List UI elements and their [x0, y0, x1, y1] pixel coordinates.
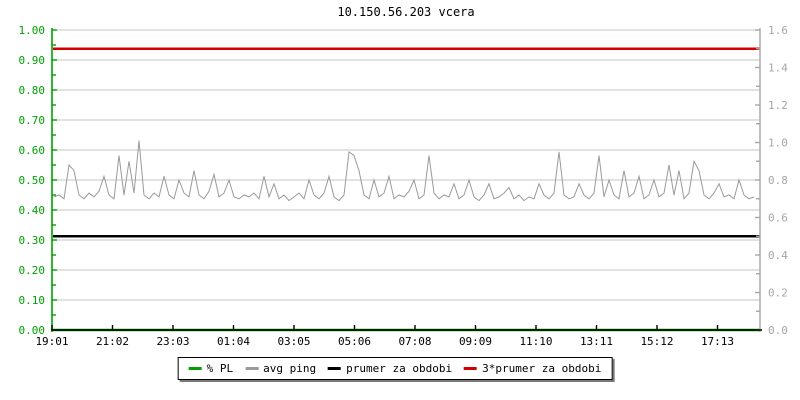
legend-label-prumer: prumer za obdobi: [346, 362, 453, 375]
right-axis-tick-label: 1.0: [768, 137, 788, 150]
x-axis-tick-label: 15:12: [640, 335, 673, 348]
three-prumer-line-swatch-icon: [464, 367, 478, 370]
right-axis-tick-label: 0.6: [768, 212, 788, 225]
left-axis-tick-label: 0.00: [19, 324, 46, 337]
right-axis-tick-label: 0.2: [768, 287, 788, 300]
chart-title: 10.150.56.203 vcera: [337, 5, 474, 19]
x-axis-tick-label: 21:02: [96, 335, 129, 348]
x-axis-tick-label: 03:05: [277, 335, 310, 348]
x-axis-tick-label: 17:13: [701, 335, 734, 348]
x-axis-tick-label: 07:08: [398, 335, 431, 348]
right-axis-tick-label: 0.4: [768, 249, 788, 262]
left-axis-tick-label: 0.30: [19, 234, 46, 247]
legend-label-pl: % PL: [206, 362, 234, 375]
legend-item-prumer: prumer za obdobi: [328, 362, 452, 375]
pl-line-swatch-icon: [188, 367, 202, 370]
left-axis-tick-label: 1.00: [19, 24, 46, 37]
legend-item-3prumer: 3*prumer za obdobi: [464, 362, 601, 375]
left-axis-tick-label: 0.80: [19, 84, 46, 97]
legend: % PL avg ping prumer za obdobi 3*prumer …: [177, 357, 613, 380]
right-axis-tick-label: 0.0: [768, 324, 788, 337]
left-axis-tick-label: 0.40: [19, 204, 46, 217]
x-axis-tick-label: 23:03: [156, 335, 189, 348]
left-axis-tick-label: 0.60: [19, 144, 46, 157]
right-axis-tick-label: 1.2: [768, 99, 788, 112]
x-axis-tick-label: 13:11: [580, 335, 613, 348]
axes: 0.00 0.10 0.20 0.30 0.40 0.50 0.60 0.70 0.80 0.90…: [19, 24, 789, 348]
x-axis-tick-label: 11:10: [519, 335, 552, 348]
right-axis-tick-label: 1.4: [768, 62, 788, 75]
left-axis-tick-label: 0.20: [19, 264, 46, 277]
x-axis-tick-label: 09:09: [459, 335, 492, 348]
x-axis-tick-label: 01:04: [217, 335, 250, 348]
data-series: [53, 47, 760, 332]
right-axis-tick-label: 0.8: [768, 174, 788, 187]
avg-ping-line-swatch-icon: [245, 367, 259, 370]
avg-ping-line: [53, 140, 755, 202]
left-axis-tick-label: 0.70: [19, 114, 46, 127]
left-axis-tick-label: 0.90: [19, 54, 46, 67]
legend-label-3prumer: 3*prumer za obdobi: [482, 362, 602, 375]
left-axis-tick-label: 0.10: [19, 294, 46, 307]
right-axis-tick-label: 1.6: [768, 24, 788, 37]
legend-item-avg-ping: avg ping: [245, 362, 316, 375]
x-axis-tick-label: 05:06: [338, 335, 371, 348]
x-axis-tick-label: 19:01: [35, 335, 68, 348]
prumer-line-swatch-icon: [328, 367, 342, 370]
legend-label-avg-ping: avg ping: [263, 362, 317, 375]
ping-graph: 10.150.56.203 vcera 0.000.100.200.300.40…: [19, 5, 789, 348]
left-axis-tick-label: 0.50: [19, 174, 46, 187]
legend-item-pl: % PL: [188, 362, 234, 375]
gridlines: [52, 29, 760, 301]
